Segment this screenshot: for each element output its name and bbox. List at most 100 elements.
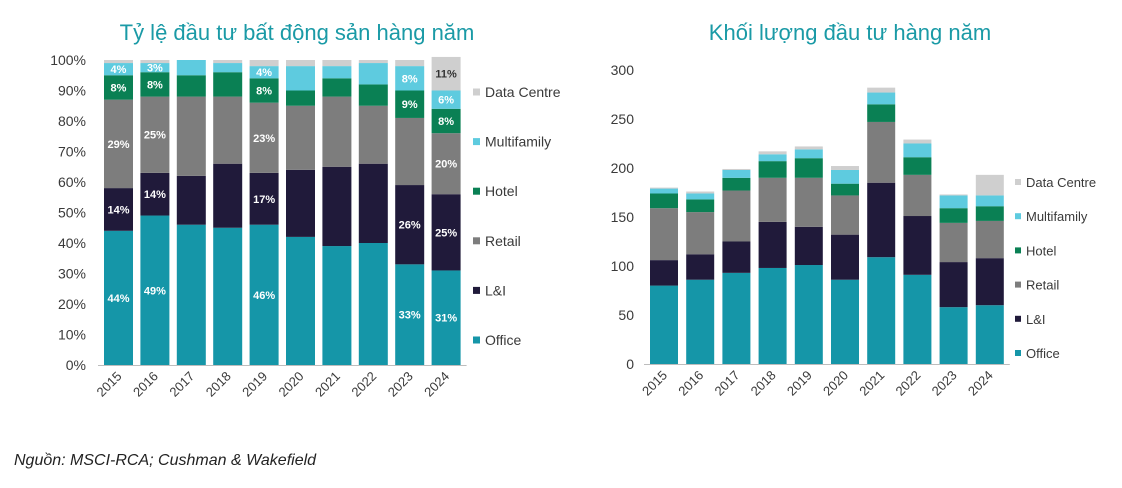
bar-segment-hotel-2018: [758, 161, 787, 178]
bar-segment-data-centre-2016: [140, 60, 170, 64]
data-label: 9%: [402, 99, 418, 111]
bar-segment-office-2018: [758, 267, 787, 364]
bar-segment-office-2017: [722, 272, 751, 364]
legend-swatch: [473, 187, 480, 195]
bar-segment-l-i-2017: [176, 175, 206, 225]
y-tick-label: 50%: [58, 205, 86, 221]
data-label: 26%: [399, 220, 421, 232]
bar-segment-data-centre-2015: [104, 60, 133, 64]
bar-segment-hotel-2015: [650, 193, 678, 209]
legend-swatch: [1015, 213, 1021, 220]
bar-segment-office-2015: [650, 285, 678, 364]
bar-segment-retail-2020: [831, 195, 859, 235]
bar-segment-hotel-2022: [358, 84, 388, 106]
chart-ty-le: Tỷ lệ đầu tư bất động sản hàng năm 0% 10% 2…: [50, 20, 561, 400]
y-tick-label: 40%: [58, 235, 86, 251]
data-label: 46%: [253, 290, 275, 302]
x-tick-label: 2022: [348, 369, 379, 400]
bar-segment-hotel-2022: [903, 157, 932, 175]
bar-segment-data-centre-2022: [358, 60, 388, 64]
data-label: 6%: [438, 95, 454, 107]
y-tick-label: 70%: [58, 144, 86, 160]
bar-segment-office-2020: [831, 279, 859, 364]
legend-swatch: [473, 336, 480, 344]
bar-segment-multifamily-2017: [722, 169, 751, 178]
bar-segment-multifamily-2016: [140, 63, 170, 73]
bar-segment-office-2019: [794, 265, 823, 364]
bar-segment-retail-2023: [939, 222, 968, 263]
bar-segment-multifamily-2022: [358, 63, 388, 85]
legend-swatch: [1015, 315, 1021, 322]
y-tick-label: 50: [618, 307, 634, 323]
bar-segment-retail-2018: [758, 177, 787, 222]
bar-segment-retail-2019: [249, 102, 279, 173]
legend-swatch: [1015, 179, 1021, 185]
bar-segment-office-2018: [213, 227, 243, 365]
bar-segment-retail-2019: [794, 177, 823, 227]
bar-segment-retail-2020: [286, 105, 315, 170]
bar-segment-retail-2023: [395, 117, 425, 186]
legend-label: Office: [485, 332, 522, 348]
bar-segment-hotel-2018: [213, 72, 243, 97]
bar-segment-data-centre-2021: [322, 60, 352, 67]
bar-segment-l-i-2023: [939, 262, 968, 308]
bar-segment-data-centre-2024: [975, 174, 1004, 196]
bar-segment-office-2022: [358, 243, 388, 365]
bar-segment-l-i-2015: [104, 188, 133, 231]
bar-segment-multifamily-2022: [903, 143, 932, 158]
data-label: 29%: [107, 139, 129, 151]
data-label: 8%: [438, 116, 454, 128]
bar-segment-l-i-2019: [794, 226, 823, 266]
bar-segment-l-i-2017: [722, 241, 751, 273]
bar-segment-hotel-2024: [431, 108, 461, 134]
bar-segment-office-2020: [286, 236, 315, 365]
y-tick-label: 250: [611, 111, 635, 127]
bar-segment-hotel-2016: [686, 199, 715, 213]
y-tick-label: 90%: [58, 83, 86, 99]
bar-segment-l-i-2021: [322, 166, 352, 247]
x-tick-label: 2024: [965, 368, 996, 399]
x-tick-label: 2021: [856, 368, 887, 399]
legend-label: Data Centre: [485, 84, 561, 100]
y-tick-label: 0%: [66, 357, 86, 373]
bar-segment-data-centre-2016: [686, 191, 715, 194]
bar-segment-data-centre-2019: [794, 146, 823, 150]
data-label: 14%: [144, 189, 166, 201]
bar-segment-l-i-2016: [686, 254, 715, 280]
data-label: 33%: [399, 310, 421, 322]
bar-segment-multifamily-2021: [322, 66, 352, 79]
bar-segment-data-centre-2020: [286, 60, 315, 67]
bar-segment-office-2015: [104, 230, 133, 365]
data-label: 8%: [256, 86, 272, 98]
legend-label: L&I: [1026, 312, 1046, 327]
x-tick-label: 2023: [385, 369, 416, 400]
bar-segment-retail-2021: [322, 96, 352, 167]
legend-swatch: [1015, 350, 1021, 356]
bar-segment-hotel-2017: [722, 177, 751, 191]
data-label: 8%: [402, 73, 418, 85]
bar-segment-data-centre-2021: [867, 87, 896, 93]
bar-segment-l-i-2023: [395, 185, 425, 265]
bar-segment-multifamily-2016: [686, 193, 715, 200]
data-label: 44%: [107, 293, 129, 305]
bar-segment-retail-2016: [140, 96, 170, 173]
x-tick-label: 2015: [94, 369, 125, 400]
bar-segment-multifamily-2021: [867, 92, 896, 105]
data-label: 25%: [144, 130, 166, 142]
y-tick-label: 80%: [58, 113, 86, 129]
legend-swatch: [473, 286, 480, 294]
legend-swatch: [473, 88, 480, 96]
bar-segment-office-2017: [176, 224, 206, 365]
bar-segment-hotel-2016: [140, 72, 170, 97]
bar-segment-multifamily-2020: [286, 66, 315, 91]
bar-segment-office-2021: [322, 246, 352, 365]
bar-segment-multifamily-2019: [794, 149, 823, 159]
y-tick-label: 100%: [50, 52, 86, 68]
legend-swatch: [1015, 247, 1021, 254]
bar-segment-data-centre-2024: [431, 56, 461, 91]
data-label: 4%: [256, 67, 272, 79]
bar-segment-l-i-2022: [903, 216, 932, 275]
bar-segment-multifamily-2018: [213, 63, 243, 73]
bar-segment-data-centre-2015: [650, 187, 678, 189]
bar-segment-hotel-2021: [867, 104, 896, 122]
